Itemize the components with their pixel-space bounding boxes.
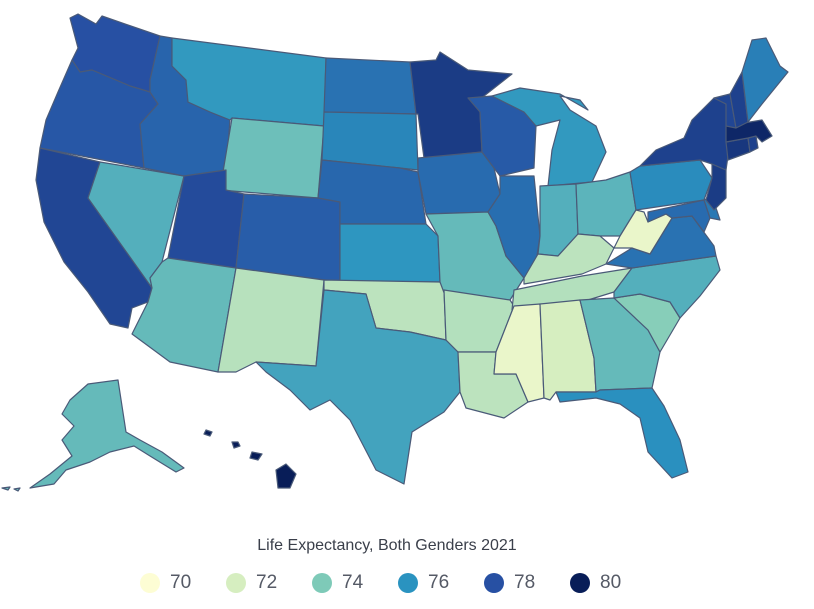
legend-swatch (226, 573, 246, 593)
state-mi[interactable] (491, 87, 607, 187)
legend-item: 74 (312, 572, 398, 594)
state-ia[interactable] (417, 151, 501, 215)
state-fl[interactable] (555, 387, 689, 479)
legend-item: 78 (484, 572, 570, 594)
legend-swatch (140, 573, 160, 593)
state-wy[interactable] (219, 117, 325, 199)
legend-swatch (484, 573, 504, 593)
legend-swatch (570, 573, 590, 593)
state-nm[interactable] (217, 267, 325, 373)
legend-item: 72 (226, 572, 312, 594)
state-ak[interactable] (29, 379, 185, 489)
legend: 70 72 74 76 78 80 (140, 572, 656, 594)
state-vt[interactable] (713, 93, 737, 129)
legend-swatch (398, 573, 418, 593)
state-hi[interactable] (275, 463, 297, 489)
legend-label: 74 (342, 572, 364, 593)
state-sd[interactable] (321, 111, 419, 171)
state-nd[interactable] (323, 57, 417, 115)
state-hi-islands[interactable] (203, 429, 263, 461)
state-co[interactable] (235, 193, 341, 283)
state-ak-islands[interactable] (1, 486, 21, 492)
legend-label: 80 (600, 572, 622, 593)
us-choropleth-map (1, 13, 789, 492)
state-ny[interactable] (639, 97, 731, 171)
state-me[interactable] (741, 37, 789, 123)
legend-label: 78 (514, 572, 536, 593)
legend-item: 70 (140, 572, 226, 594)
state-ky[interactable] (523, 233, 615, 285)
legend-label: 72 (256, 572, 278, 593)
legend-swatch (312, 573, 332, 593)
state-ri[interactable] (747, 135, 759, 153)
state-il[interactable] (487, 175, 541, 279)
legend-label: 76 (428, 572, 450, 593)
legend-label: 70 (170, 572, 192, 593)
state-ks[interactable] (339, 223, 441, 283)
legend-item: 76 (398, 572, 484, 594)
state-tx[interactable] (255, 289, 461, 485)
state-nj[interactable] (705, 163, 727, 211)
legend-item: 80 (570, 572, 656, 594)
legend-title: Life Expectancy, Both Genders 2021 (257, 537, 517, 554)
